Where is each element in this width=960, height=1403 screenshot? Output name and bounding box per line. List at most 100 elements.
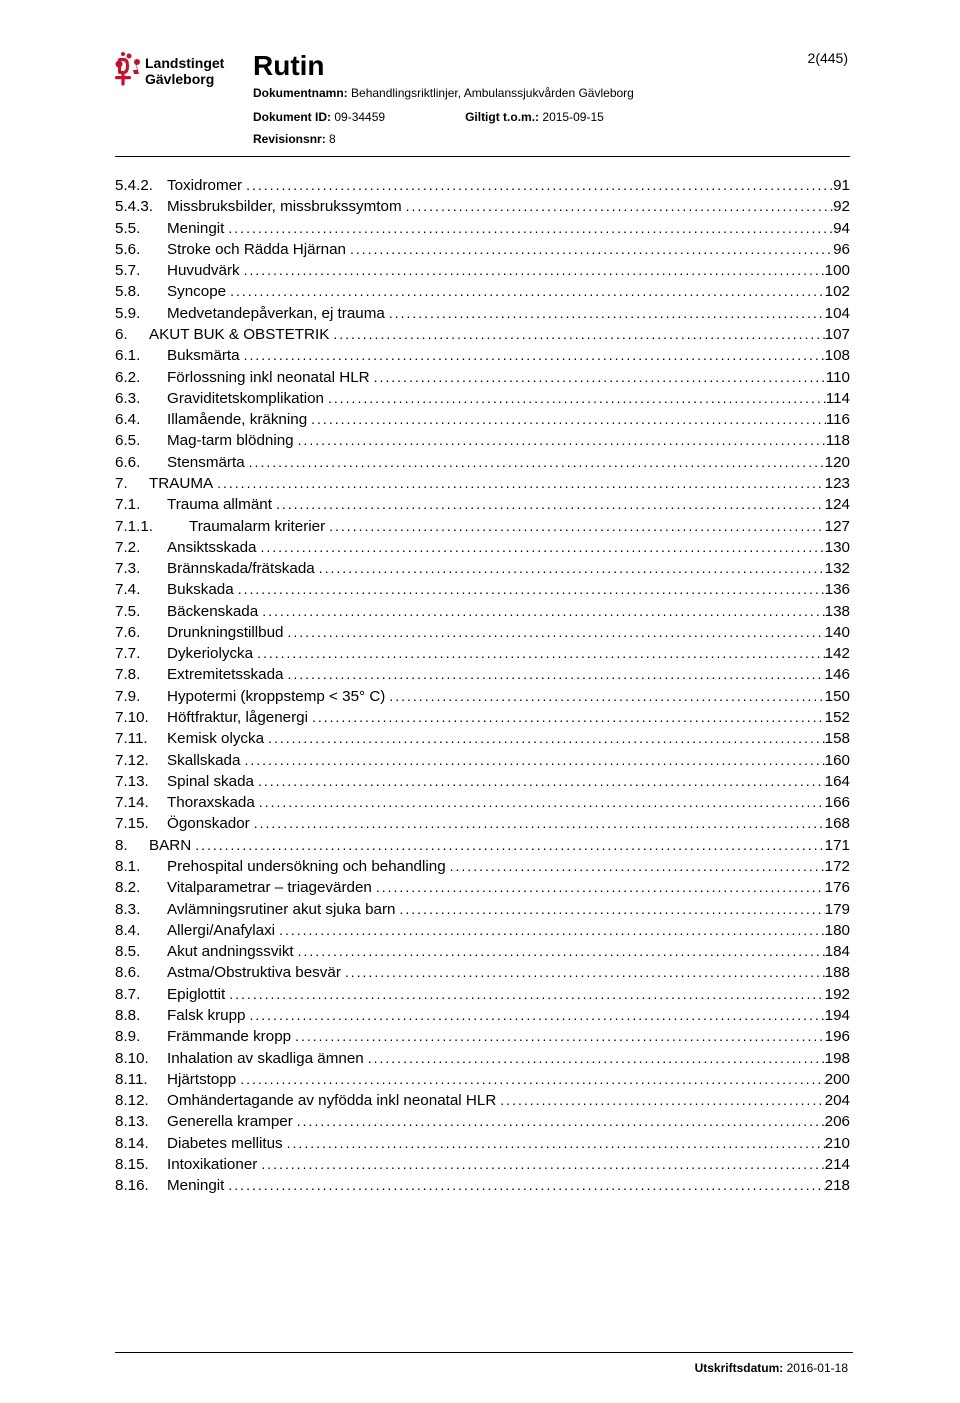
toc-leader-dots: ........................................… xyxy=(242,176,833,196)
toc-entry: 7.14.Thoraxskada .......................… xyxy=(115,792,850,813)
toc-label: Bukskada xyxy=(167,579,234,600)
toc-page: 206 xyxy=(825,1111,850,1132)
toc-number: 5.8. xyxy=(115,281,167,302)
toc-leader-dots: ........................................… xyxy=(213,474,825,494)
toc-page: 140 xyxy=(825,622,850,643)
toc-number: 5.4.3. xyxy=(115,196,167,217)
toc-label: Ögonskador xyxy=(167,813,250,834)
toc-page: 100 xyxy=(825,260,850,281)
toc-page: 107 xyxy=(825,324,850,345)
toc-page: 92 xyxy=(833,196,850,217)
toc-entry: 8.8.Falsk krupp ........................… xyxy=(115,1005,850,1026)
toc-entry: 7.1.Trauma allmänt .....................… xyxy=(115,494,850,515)
toc-leader-dots: ........................................… xyxy=(284,623,825,643)
toc-entry: 7.9.Hypotermi (kroppstemp < 35° C) .....… xyxy=(115,686,850,707)
toc-entry: 6.2.Förlossning inkl neonatal HLR ......… xyxy=(115,367,850,388)
toc-number: 7.12. xyxy=(115,750,167,771)
toc-number: 8.4. xyxy=(115,920,167,941)
toc-page: 160 xyxy=(825,750,850,771)
toc-page: 168 xyxy=(825,813,850,834)
toc-leader-dots: ........................................… xyxy=(283,1134,825,1154)
toc-leader-dots: ........................................… xyxy=(324,389,826,409)
toc-number: 6.3. xyxy=(115,388,167,409)
toc-entry: 5.9.Medvetandepåverkan, ej trauma ......… xyxy=(115,303,850,324)
toc-number: 7.14. xyxy=(115,792,167,813)
toc-label: TRAUMA xyxy=(149,473,213,494)
toc-label: Traumalarm kriterier xyxy=(189,516,325,537)
toc-leader-dots: ........................................… xyxy=(246,1006,825,1026)
toc-page: 158 xyxy=(825,728,850,749)
toc-page: 196 xyxy=(825,1026,850,1047)
toc-page: 184 xyxy=(825,941,850,962)
toc-entry: 5.4.2.Toxidromer .......................… xyxy=(115,175,850,196)
toc-number: 6.2. xyxy=(115,367,167,388)
toc-entry: 8.15.Intoxikationer ....................… xyxy=(115,1154,850,1175)
toc-page: 130 xyxy=(825,537,850,558)
docid-label: Dokument ID: xyxy=(253,110,331,124)
toc-number: 8.8. xyxy=(115,1005,167,1026)
landstinget-logo-icon: Landstinget Gävleborg xyxy=(115,52,235,103)
toc-leader-dots: ........................................… xyxy=(364,1049,825,1069)
toc-leader-dots: ........................................… xyxy=(254,772,825,792)
toc-number: 7.7. xyxy=(115,643,167,664)
toc-label: Extremitetsskada xyxy=(167,664,283,685)
toc-leader-dots: ........................................… xyxy=(240,346,825,366)
toc-label: Stensmärta xyxy=(167,452,245,473)
toc-page: 116 xyxy=(826,409,850,430)
toc-entry: 7.5.Bäckenskada ........................… xyxy=(115,601,850,622)
toc-number: 8.13. xyxy=(115,1111,167,1132)
docid-value: 09-34459 xyxy=(334,110,385,124)
toc-leader-dots: ........................................… xyxy=(256,538,824,558)
rev-value: 8 xyxy=(329,132,336,146)
toc-label: Hypotermi (kroppstemp < 35° C) xyxy=(167,686,385,707)
revision-row: Revisionsnr: 8 xyxy=(253,132,850,146)
toc-number: 5.9. xyxy=(115,303,167,324)
toc-entry: 7.1.1.Traumalarm kriterier .............… xyxy=(115,516,850,537)
toc-number: 5.7. xyxy=(115,260,167,281)
toc-label: Främmande kropp xyxy=(167,1026,291,1047)
toc-leader-dots: ........................................… xyxy=(496,1091,824,1111)
footer-value: 2016-01-18 xyxy=(787,1361,848,1375)
print-date-footer: Utskriftsdatum: 2016-01-18 xyxy=(695,1361,848,1375)
toc-entry: 8.4.Allergi/Anafylaxi ..................… xyxy=(115,920,850,941)
toc-label: Trauma allmänt xyxy=(167,494,272,515)
toc-entry: 7.8.Extremitetsskada ...................… xyxy=(115,664,850,685)
toc-entry: 7.4.Bukskada ...........................… xyxy=(115,579,850,600)
toc-label: Vitalparametrar – triagevärden xyxy=(167,877,372,898)
toc-number: 6.6. xyxy=(115,452,167,473)
toc-label: Huvudvärk xyxy=(167,260,240,281)
toc-page: 146 xyxy=(825,664,850,685)
toc-entry: 6.4.Illamående, kräkning ...............… xyxy=(115,409,850,430)
toc-page: 91 xyxy=(833,175,850,196)
toc-number: 7.1. xyxy=(115,494,167,515)
toc-label: Falsk krupp xyxy=(167,1005,246,1026)
toc-page: 127 xyxy=(825,516,850,537)
toc-page: 204 xyxy=(825,1090,850,1111)
toc-label: Mag-tarm blödning xyxy=(167,430,294,451)
toc-leader-dots: ........................................… xyxy=(226,282,825,302)
toc-leader-dots: ........................................… xyxy=(396,900,825,920)
toc-leader-dots: ........................................… xyxy=(385,687,824,707)
toc-label: Illamående, kräkning xyxy=(167,409,307,430)
toc-label: Allergi/Anafylaxi xyxy=(167,920,275,941)
toc-label: Meningit xyxy=(167,1175,224,1196)
document-id-row: Dokument ID: 09-34459 Giltigt t.o.m.: 20… xyxy=(253,110,850,124)
toc-page: 188 xyxy=(825,962,850,983)
toc-leader-dots: ........................................… xyxy=(250,814,825,834)
toc-page: 104 xyxy=(825,303,850,324)
toc-entry: 5.6.Stroke och Rädda Hjärnan ...........… xyxy=(115,239,850,260)
toc-label: Toxidromer xyxy=(167,175,242,196)
toc-entry: 6.1.Buksmärta ..........................… xyxy=(115,345,850,366)
toc-label: Ansiktsskada xyxy=(167,537,256,558)
toc-label: Akut andningssvikt xyxy=(167,941,294,962)
toc-entry: 7.11.Kemisk olycka .....................… xyxy=(115,728,850,749)
toc-entry: 7.7.Dykeriolycka .......................… xyxy=(115,643,850,664)
toc-leader-dots: ........................................… xyxy=(329,325,824,345)
toc-number: 8.5. xyxy=(115,941,167,962)
toc-entry: 7.3.Brännskada/frätskada ...............… xyxy=(115,558,850,579)
toc-entry: 8.5.Akut andningssvikt .................… xyxy=(115,941,850,962)
toc-number: 8.6. xyxy=(115,962,167,983)
toc-label: Generella kramper xyxy=(167,1111,293,1132)
toc-entry: 7.15.Ögonskador ........................… xyxy=(115,813,850,834)
toc-number: 7.6. xyxy=(115,622,167,643)
